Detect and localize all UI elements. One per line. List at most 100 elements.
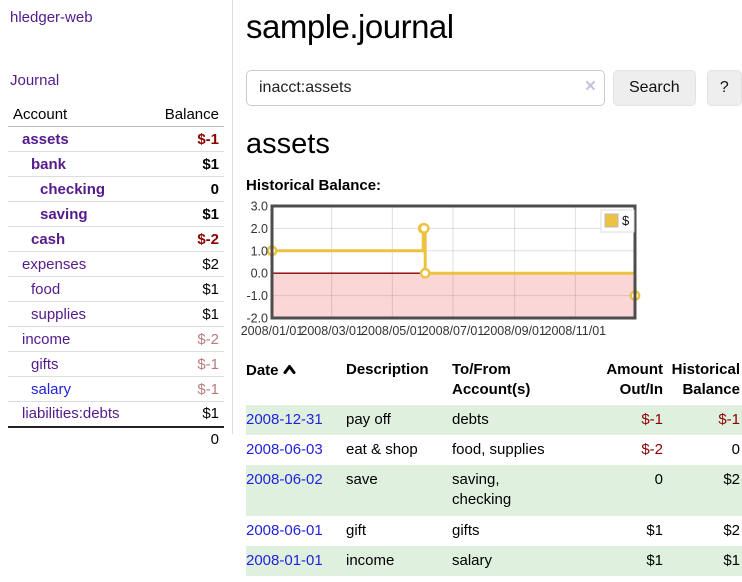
sidebar: hledger-web Journal Account Balance asse… — [0, 0, 232, 452]
app-title-link[interactable]: hledger-web — [10, 9, 93, 26]
transaction-accounts: saving, checking — [452, 465, 585, 516]
account-link-checking[interactable]: checking — [40, 180, 106, 198]
account-row: food $1 — [8, 276, 224, 302]
account-row: cash $-2 — [8, 226, 224, 252]
account-row: expenses $2 — [8, 251, 224, 277]
sort-ascending-icon — [283, 360, 296, 380]
register-row: 2008-12-31 pay off debts $-1 $-1 — [246, 404, 742, 435]
account-link-liabilities-debts[interactable]: liabilities:debts — [22, 405, 120, 423]
transaction-description: gift — [346, 521, 367, 539]
account-balance: $-1 — [147, 376, 224, 402]
transaction-amount: $1 — [585, 545, 663, 576]
account-row: salary $-1 — [8, 376, 224, 402]
account-balance: $1 — [147, 151, 224, 177]
register-col-to-from: To/From Account(s) — [452, 361, 531, 399]
chart-legend: $ — [600, 209, 635, 233]
accounts-total-value: 0 — [147, 425, 224, 452]
transaction-accounts: food, supplies — [452, 440, 545, 458]
account-row: supplies $1 — [8, 301, 224, 327]
account-balance: $1 — [147, 201, 224, 227]
sidebar-item-journal[interactable]: Journal — [10, 72, 60, 89]
accounts-col-account: Account — [8, 103, 148, 127]
search-button[interactable]: Search — [612, 70, 696, 106]
register-row: 2008-06-03 eat & shop food, supplies $-2 0 — [246, 435, 742, 465]
search-bar: × Search ? — [246, 70, 742, 106]
account-link-cash[interactable]: cash — [31, 230, 66, 248]
transaction-description: income — [346, 545, 452, 576]
account-link-gifts[interactable]: gifts — [31, 355, 59, 373]
register-row: 2008-06-01 gift gifts $1 $2 — [246, 516, 742, 546]
transaction-amount: $-1 — [585, 404, 663, 435]
clear-search-icon[interactable]: × — [584, 76, 596, 97]
transaction-amount: $-2 — [641, 440, 663, 458]
account-balance: $1 — [147, 301, 224, 327]
transaction-date-link[interactable]: 2008-06-03 — [246, 440, 323, 458]
svg-text:2008/11/01: 2008/11/01 — [545, 324, 607, 338]
historical-balance-chart[interactable]: $3.0 2.0 1.0 0.0 -1.0 -2.0 2008/01/01 2008/03/0… — [241, 200, 740, 342]
transaction-description: eat & shop — [346, 440, 418, 458]
transaction-date-link[interactable]: 2008-06-02 — [246, 471, 323, 488]
svg-text:2008/05/01: 2008/05/01 — [361, 324, 424, 338]
svg-text:0.0: 0.0 — [251, 267, 268, 281]
register-col-date[interactable]: Date — [246, 358, 346, 405]
transaction-description: pay off — [346, 404, 452, 435]
transaction-balance: $1 — [663, 545, 742, 576]
account-balance: $-2 — [147, 226, 224, 252]
help-button[interactable]: ? — [706, 70, 742, 106]
account-row: income $-2 — [8, 326, 224, 352]
account-balance: $1 — [147, 276, 224, 302]
svg-text:2008/03/01: 2008/03/01 — [300, 324, 363, 338]
main-content: sample.journal × Search ? assets Histori… — [241, 0, 742, 576]
svg-text:2.0: 2.0 — [251, 222, 268, 236]
account-row: gifts $-1 — [8, 351, 224, 377]
account-link-income[interactable]: income — [22, 330, 71, 348]
register-table: Date Description To/From Account(s) Amount Ou… — [246, 358, 742, 576]
register-col-amount: Amount Out/In — [606, 361, 663, 399]
account-heading: assets — [246, 128, 330, 160]
account-link-supplies[interactable]: supplies — [31, 305, 87, 323]
transaction-date-link[interactable]: 2008-06-01 — [246, 521, 323, 539]
account-link-assets[interactable]: assets — [22, 130, 69, 148]
svg-text:2008/09/01: 2008/09/01 — [483, 324, 546, 338]
svg-text:2008/01/01: 2008/01/01 — [241, 324, 304, 338]
register-col-description: Description — [346, 361, 429, 378]
account-balance: $-1 — [147, 126, 224, 152]
register-row: 2008-06-02 save saving, checking 0 $2 — [246, 465, 742, 516]
account-balance: $-1 — [147, 351, 224, 377]
transaction-amount: $1 — [646, 521, 663, 539]
accounts-table: Account Balance assets $-1 bank $1 checking 0… — [8, 103, 224, 452]
account-link-bank[interactable]: bank — [31, 155, 67, 173]
transaction-balance: $-1 — [663, 404, 742, 435]
transaction-balance: $2 — [663, 465, 742, 516]
account-link-salary[interactable]: salary — [31, 380, 72, 398]
account-row: liabilities:debts $1 — [8, 401, 224, 427]
svg-text:-2.0: -2.0 — [246, 312, 268, 326]
account-row: assets $-1 — [8, 126, 224, 152]
accounts-total-row: 0 — [8, 425, 224, 452]
account-row: checking 0 — [8, 176, 224, 202]
account-row: saving $1 — [8, 201, 224, 227]
sidebar-divider — [232, 0, 233, 434]
transaction-description: save — [346, 465, 452, 516]
register-row: 2008-01-01 income salary $1 $1 — [246, 545, 742, 576]
account-row: bank $1 — [8, 151, 224, 177]
transaction-accounts: debts — [452, 404, 585, 435]
transaction-accounts: gifts — [452, 521, 480, 539]
account-balance: $2 — [147, 251, 224, 277]
page-title: sample.journal — [246, 8, 454, 45]
svg-text:2008/07/01: 2008/07/01 — [422, 324, 485, 338]
transaction-accounts: salary — [452, 545, 585, 576]
search-input[interactable] — [246, 70, 605, 106]
account-link-saving[interactable]: saving — [40, 205, 88, 223]
svg-text:$: $ — [622, 213, 630, 228]
svg-text:1.0: 1.0 — [251, 244, 268, 258]
account-balance: 0 — [147, 176, 224, 202]
transaction-date-link[interactable]: 2008-01-01 — [246, 551, 323, 569]
transaction-date-link[interactable]: 2008-12-31 — [246, 410, 323, 428]
account-balance: $1 — [147, 401, 224, 427]
svg-text:3.0: 3.0 — [251, 200, 268, 214]
account-link-expenses[interactable]: expenses — [22, 255, 87, 273]
transaction-balance: 0 — [731, 440, 740, 458]
chart-title: Historical Balance: — [246, 177, 382, 194]
account-link-food[interactable]: food — [31, 280, 61, 298]
